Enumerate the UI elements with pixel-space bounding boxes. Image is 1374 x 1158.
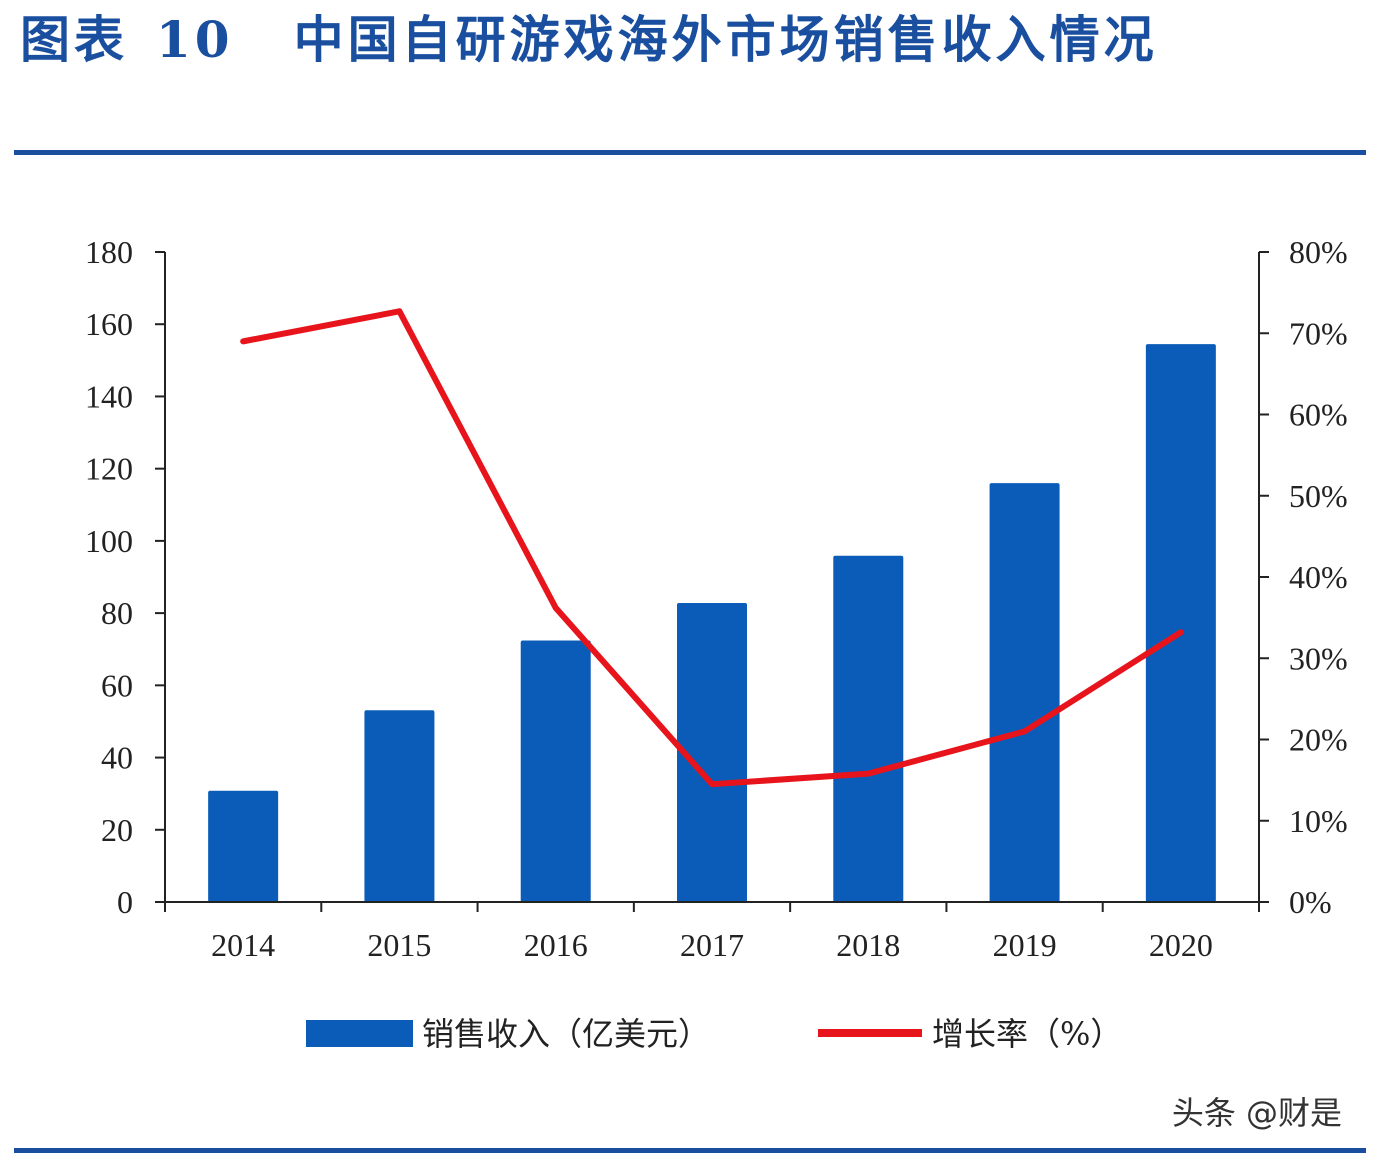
bottom-rule [14, 1148, 1366, 1153]
x-tick-label: 2020 [1149, 927, 1213, 963]
right-tick-label: 80% [1289, 234, 1348, 270]
bar-2015 [364, 710, 435, 902]
left-tick-label: 80 [101, 595, 133, 631]
right-tick-label: 70% [1289, 315, 1348, 351]
x-tick-label: 2018 [836, 927, 900, 963]
bar-2019 [989, 483, 1060, 902]
left-tick-label: 0 [117, 884, 133, 920]
growth-point-2019 [1021, 728, 1028, 735]
right-tick-label: 60% [1289, 397, 1348, 433]
right-tick-label: 50% [1289, 478, 1348, 514]
left-tick-label: 20 [101, 812, 133, 848]
growth-point-2017 [709, 781, 715, 788]
x-tick-label: 2017 [680, 927, 744, 963]
left-tick-label: 60 [101, 667, 133, 703]
bar-2016 [520, 640, 591, 902]
x-tick-label: 2014 [211, 927, 275, 963]
x-tick-label: 2016 [524, 927, 588, 963]
x-tick-label: 2019 [993, 927, 1057, 963]
right-tick-label: 30% [1289, 640, 1348, 676]
x-tick-label: 2015 [367, 927, 431, 963]
left-tick-label: 40 [101, 740, 133, 776]
bar-2017 [677, 603, 747, 902]
legend: 销售收入（亿美元） 增长率（%） [306, 1015, 1122, 1053]
bar-2020 [1145, 344, 1216, 902]
growth-point-2014 [240, 338, 247, 345]
bar-2018 [833, 555, 904, 902]
growth-point-2016 [552, 604, 559, 611]
title-number: 10 [156, 10, 234, 69]
left-tick-label: 160 [85, 306, 133, 342]
growth-point-2015 [396, 308, 403, 315]
right-tick-label: 20% [1289, 722, 1348, 758]
legend-bar-swatch [306, 1020, 413, 1047]
right-tick-label: 40% [1289, 559, 1348, 595]
legend-bar-label: 销售收入（亿美元） [422, 1015, 710, 1053]
title-prefix: 图表 [20, 10, 128, 69]
left-tick-label: 180 [85, 234, 133, 270]
top-rule [14, 150, 1366, 155]
watermark: 头条 @财是 [1171, 1094, 1342, 1132]
growth-point-2018 [865, 770, 872, 777]
title-text: 中国自研游戏海外市场销售收入情况 [293, 10, 1158, 69]
right-tick-label: 0% [1289, 884, 1332, 920]
chart-title: 图表 10 中国自研游戏海外市场销售收入情况 [20, 0, 1158, 72]
right-tick-label: 10% [1289, 803, 1348, 839]
growth-point-2020 [1177, 629, 1184, 636]
bar-2014 [208, 790, 279, 902]
left-tick-label: 100 [85, 523, 133, 559]
left-tick-label: 140 [85, 378, 133, 414]
legend-line-label: 增长率（%） [932, 1015, 1122, 1053]
left-tick-label: 120 [85, 451, 133, 487]
